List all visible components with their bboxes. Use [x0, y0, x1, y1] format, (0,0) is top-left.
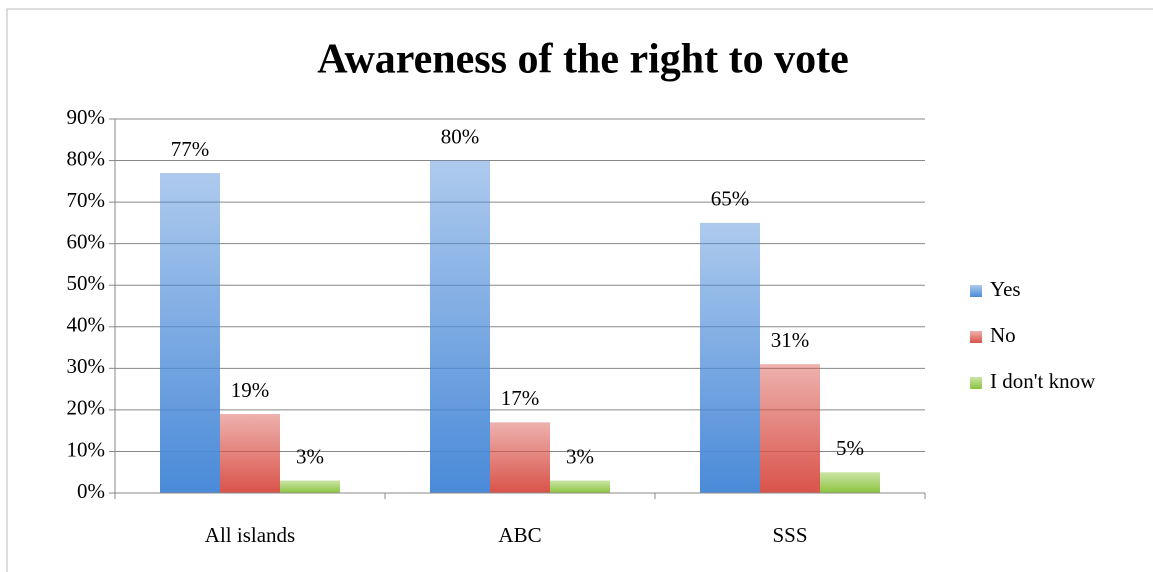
bar	[220, 414, 280, 493]
value-label: 65%	[711, 187, 750, 211]
bar	[430, 160, 490, 494]
y-tick-label: 10%	[67, 437, 106, 461]
bar	[820, 472, 880, 493]
legend-swatch	[970, 377, 982, 389]
y-tick-label: 30%	[67, 354, 106, 378]
y-tick-label: 60%	[67, 229, 106, 253]
value-label: 77%	[171, 137, 210, 161]
chart-title: Awareness of the right to vote	[317, 37, 849, 83]
value-label: 19%	[231, 378, 270, 402]
value-label: 3%	[566, 444, 594, 468]
bar	[550, 480, 610, 493]
value-label: 5%	[836, 436, 864, 460]
value-label: 31%	[771, 328, 810, 352]
bar	[280, 480, 340, 493]
x-tick-label: All islands	[205, 523, 295, 547]
x-tick-label: ABC	[498, 523, 541, 547]
legend-label: I don't know	[990, 369, 1096, 393]
legend-label: Yes	[990, 277, 1021, 301]
legend-swatch	[970, 331, 982, 343]
value-label: 17%	[501, 386, 540, 410]
bar	[160, 173, 220, 493]
x-tick-label: SSS	[772, 523, 807, 547]
y-tick-label: 90%	[67, 105, 106, 129]
legend-swatch	[970, 285, 982, 297]
y-tick-label: 40%	[67, 313, 106, 337]
y-tick-label: 70%	[67, 188, 106, 212]
y-tick-label: 0%	[77, 479, 105, 503]
bar	[490, 422, 550, 493]
bar	[700, 222, 760, 493]
value-label: 80%	[441, 124, 480, 148]
y-tick-label: 20%	[67, 396, 106, 420]
y-tick-label: 80%	[67, 146, 106, 170]
legend-label: No	[990, 323, 1016, 347]
y-tick-label: 50%	[67, 271, 106, 295]
bar	[760, 364, 820, 493]
value-label: 3%	[296, 444, 324, 468]
